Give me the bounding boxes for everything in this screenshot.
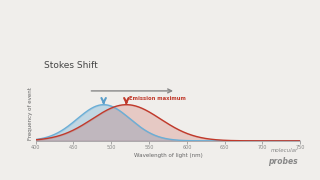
Text: Stokes Shift: Stokes Shift [44,61,97,70]
Text: Emission maximum: Emission maximum [129,96,186,101]
Text: probes: probes [268,157,298,166]
Text: molecular: molecular [270,148,298,153]
Y-axis label: Frequency of event: Frequency of event [28,87,33,140]
X-axis label: Wavelength of light (nm): Wavelength of light (nm) [133,153,202,158]
